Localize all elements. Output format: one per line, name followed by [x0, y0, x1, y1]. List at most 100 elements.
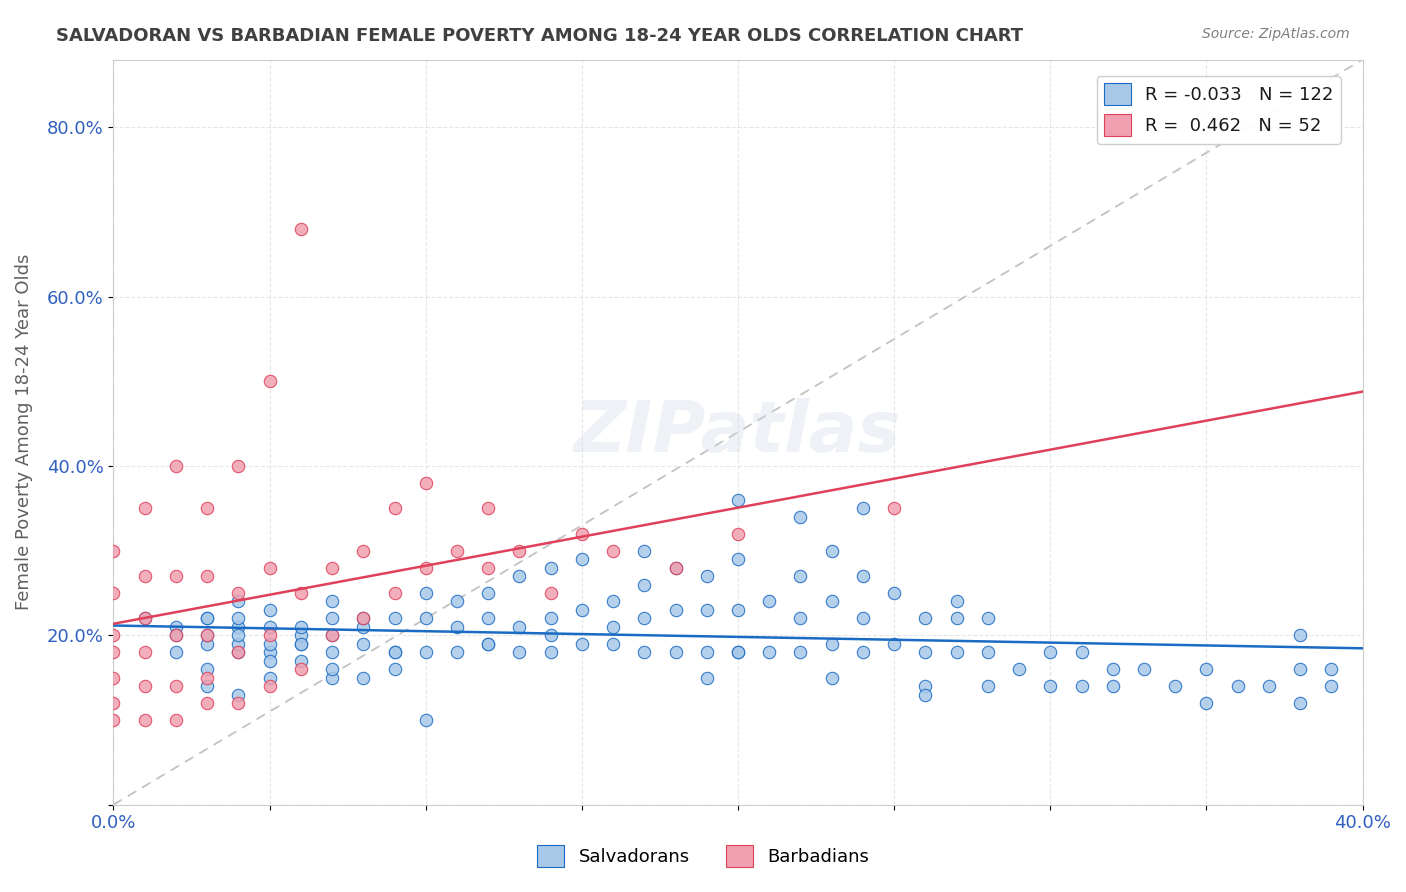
Point [290, 628, 312, 642]
Point [290, 222, 312, 236]
Point [259, 637, 281, 651]
Point [321, 611, 343, 625]
Point [259, 645, 281, 659]
Point [664, 560, 686, 574]
Point [914, 611, 936, 625]
Point [321, 594, 343, 608]
Point [134, 611, 156, 625]
Point [602, 637, 624, 651]
Point [165, 620, 187, 634]
Point [789, 645, 811, 659]
Point [228, 594, 250, 608]
Point [165, 458, 187, 473]
Point [259, 671, 281, 685]
Point [508, 645, 530, 659]
Point [1289, 662, 1312, 676]
Point [446, 645, 468, 659]
Point [821, 543, 844, 558]
Point [415, 560, 437, 574]
Point [1320, 679, 1343, 693]
Point [1289, 628, 1312, 642]
Point [228, 458, 250, 473]
Point [696, 645, 718, 659]
Point [633, 577, 655, 591]
Point [103, 586, 125, 600]
Point [103, 713, 125, 727]
Point [259, 375, 281, 389]
Point [134, 569, 156, 583]
Point [477, 560, 499, 574]
Point [789, 611, 811, 625]
Point [321, 628, 343, 642]
Point [883, 586, 905, 600]
Point [1195, 696, 1218, 710]
Point [195, 628, 218, 642]
Point [852, 645, 875, 659]
Text: ZIPatlas: ZIPatlas [574, 398, 901, 467]
Point [228, 637, 250, 651]
Point [977, 679, 1000, 693]
Point [602, 594, 624, 608]
Point [228, 688, 250, 702]
Point [384, 645, 406, 659]
Point [290, 586, 312, 600]
Point [914, 679, 936, 693]
Point [352, 620, 374, 634]
Point [821, 637, 844, 651]
Point [415, 586, 437, 600]
Point [758, 645, 780, 659]
Point [727, 552, 749, 566]
Point [228, 645, 250, 659]
Point [321, 662, 343, 676]
Point [1008, 662, 1031, 676]
Point [540, 611, 562, 625]
Point [696, 603, 718, 617]
Point [508, 543, 530, 558]
Point [103, 696, 125, 710]
Point [1320, 662, 1343, 676]
Point [1101, 679, 1123, 693]
Point [1070, 645, 1092, 659]
Point [883, 637, 905, 651]
Point [352, 611, 374, 625]
Point [945, 645, 967, 659]
Point [727, 645, 749, 659]
Point [883, 501, 905, 516]
Point [446, 620, 468, 634]
Point [228, 628, 250, 642]
Point [1070, 679, 1092, 693]
Point [696, 671, 718, 685]
Point [602, 620, 624, 634]
Point [477, 637, 499, 651]
Point [571, 552, 593, 566]
Point [727, 492, 749, 507]
Point [789, 569, 811, 583]
Point [477, 586, 499, 600]
Point [165, 628, 187, 642]
Point [259, 620, 281, 634]
Point [195, 679, 218, 693]
Point [228, 645, 250, 659]
Point [352, 637, 374, 651]
Point [633, 611, 655, 625]
Point [1289, 696, 1312, 710]
Point [540, 586, 562, 600]
Point [415, 645, 437, 659]
Point [540, 628, 562, 642]
Point [321, 560, 343, 574]
Point [1226, 679, 1249, 693]
Point [228, 611, 250, 625]
Point [945, 611, 967, 625]
Point [195, 501, 218, 516]
Point [165, 713, 187, 727]
Point [664, 560, 686, 574]
Point [977, 645, 1000, 659]
Point [228, 696, 250, 710]
Point [259, 560, 281, 574]
Point [165, 645, 187, 659]
Point [727, 645, 749, 659]
Point [852, 501, 875, 516]
Point [228, 620, 250, 634]
Point [1195, 662, 1218, 676]
Point [727, 526, 749, 541]
